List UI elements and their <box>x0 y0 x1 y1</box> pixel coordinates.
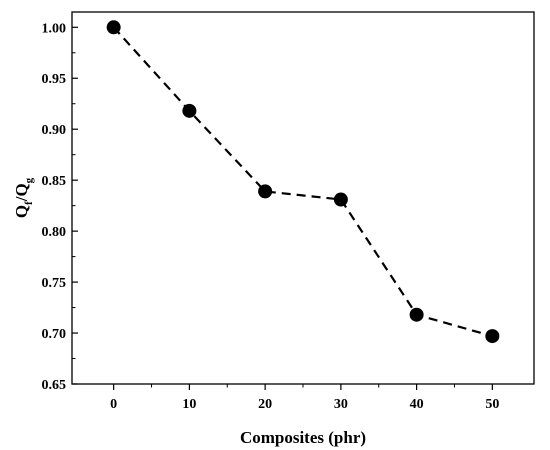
data-point <box>106 20 121 35</box>
x-tick-label: 0 <box>110 397 117 412</box>
y-tick-label: 1.00 <box>42 21 67 36</box>
y-tick-label: 0.95 <box>42 72 67 87</box>
x-axis: 0 10 20 30 40 50 <box>110 384 499 412</box>
y-tick-label: 0.70 <box>42 327 67 342</box>
y-title-main: Q <box>12 205 31 218</box>
series-line <box>112 26 493 338</box>
y-tick-label: 0.90 <box>42 123 67 138</box>
series-group <box>106 20 500 344</box>
x-axis-title: Composites (phr) <box>240 428 366 447</box>
x-tick-label: 30 <box>334 397 348 412</box>
y-tick-label: 0.65 <box>42 378 67 393</box>
x-tick-label: 50 <box>485 397 499 412</box>
y-tick-label: 0.85 <box>42 174 67 189</box>
data-point <box>409 307 424 322</box>
data-point <box>258 184 273 199</box>
x-tick-label: 20 <box>258 397 272 412</box>
y-axis-title: Qf/Qg <box>12 177 35 218</box>
y-axis: 0.65 0.70 0.75 0.80 0.85 0.90 0.95 1.00 <box>42 21 78 393</box>
y-title-sub2: g <box>23 177 35 183</box>
y-title-sep: /Q <box>12 183 31 202</box>
data-point <box>182 103 197 118</box>
y-tick-label: 0.75 <box>42 276 67 291</box>
y-title-sub1: f <box>23 201 35 205</box>
y-tick-label: 0.80 <box>42 225 67 240</box>
data-point <box>333 192 348 207</box>
x-tick-label: 10 <box>182 397 196 412</box>
data-point <box>485 329 500 344</box>
x-tick-label: 40 <box>410 397 424 412</box>
